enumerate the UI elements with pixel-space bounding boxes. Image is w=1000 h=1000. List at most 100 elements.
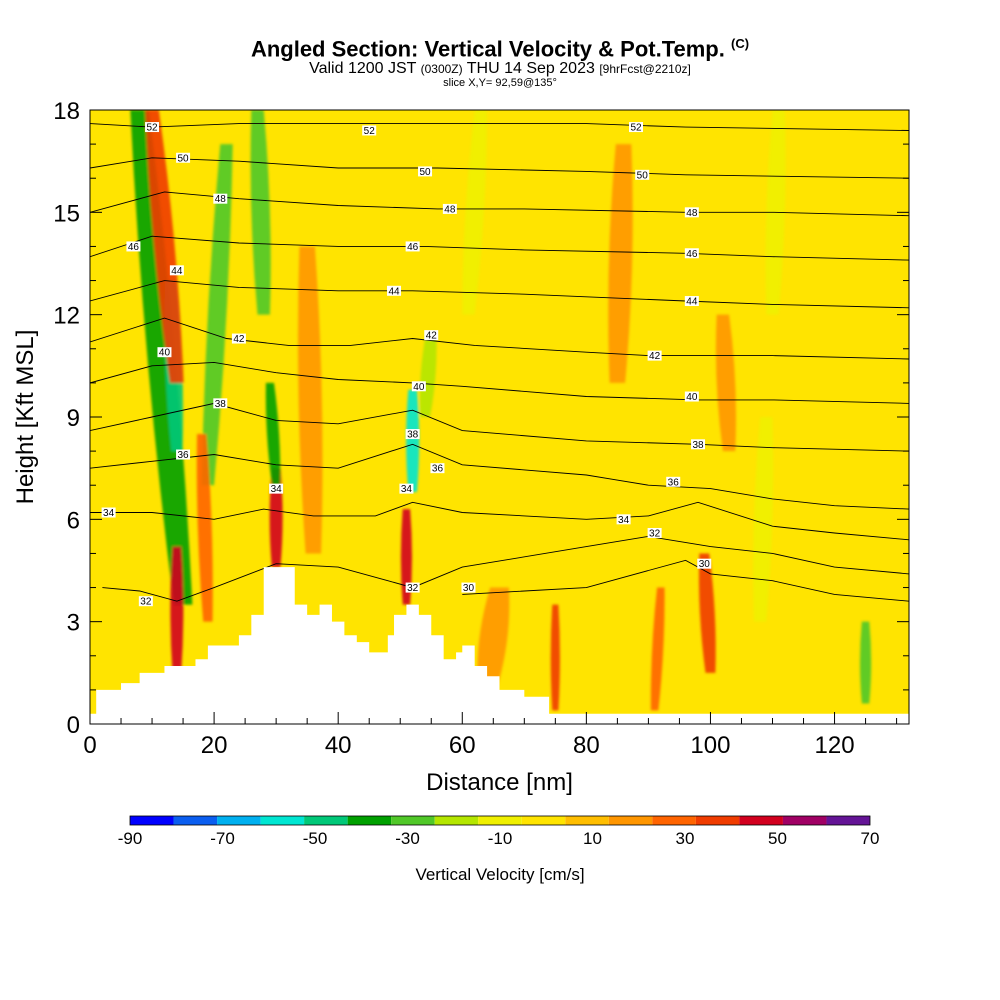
contour-label-bg: [213, 398, 228, 409]
y-tick-label: 6: [67, 507, 80, 534]
y-axis-label: Height [Kft MSL]: [12, 330, 39, 505]
contour-label: 30: [699, 559, 711, 570]
contour-label: 46: [128, 242, 140, 253]
colorbar-swatch: [521, 816, 566, 825]
contour-label-bg: [126, 241, 141, 252]
contour-label-bg: [430, 463, 445, 474]
contour-label-bg: [405, 429, 420, 440]
contour-label: 46: [686, 249, 698, 260]
plot-area: 52 52 52 50 50 50 48 48 48 46 46 46 44 44 44 42 42 42 40 40…: [90, 110, 909, 724]
colorbar-tick-label: -90: [118, 829, 143, 848]
contour-label: 42: [649, 351, 661, 362]
contour-label-bg: [684, 248, 699, 259]
contour-label-bg: [405, 241, 420, 252]
colorbar-label: Vertical Velocity [cm/s]: [415, 865, 584, 884]
colorbar-frame: [129, 815, 871, 826]
contour-label-bg: [461, 582, 476, 593]
contour-label-bg: [691, 439, 706, 450]
theta-contour-36: [90, 443, 909, 510]
colorbar-tick-label: 30: [676, 829, 695, 848]
colorbar-swatch: [347, 816, 392, 825]
theta-contour-38: [90, 402, 909, 452]
colorbar: -90 -70 -50 -30 -10 10 30 50 70 Vertical Velocity…: [118, 815, 880, 884]
contour-label-bg: [169, 265, 184, 276]
x-tick-label: 0: [83, 732, 96, 759]
x-tick-label: 120: [815, 732, 855, 759]
colorbar-tick-label: 70: [861, 829, 880, 848]
colorbar-swatch: [739, 816, 783, 825]
colorbar-swatch: [652, 816, 696, 825]
colorbar-swatch: [695, 816, 740, 825]
y-tick-label: 15: [53, 200, 80, 227]
theta-contour-34: [90, 501, 909, 541]
colorbar-swatch: [478, 816, 522, 825]
contour-label-bg: [647, 350, 662, 361]
contour-label-bg: [684, 207, 699, 218]
contour-label-bg: [269, 483, 284, 494]
chart-title: Angled Section: Vertical Velocity & Pot.…: [0, 36, 1000, 62]
velocity-cell: [715, 314, 737, 452]
colorbar-tick-label: -10: [488, 829, 513, 848]
y-tick-label: 0: [67, 712, 80, 739]
contour-label: 34: [271, 484, 283, 495]
contour-label-bg: [231, 333, 246, 344]
contour-label: 52: [630, 123, 642, 134]
velocity-cell: [298, 246, 323, 554]
contour-labels: 52 52 52 50 50 50 48 48 48 46 46 46 44 44 44 42 42 42 40 40…: [101, 122, 712, 608]
contour-label-bg: [442, 203, 457, 214]
velocity-cell: [608, 144, 633, 383]
contour-label: 46: [407, 242, 419, 253]
contour-label: 38: [692, 440, 704, 451]
contour-label-bg: [629, 122, 643, 133]
contour-label-bg: [213, 193, 228, 204]
colorbar-tick-label: 50: [768, 829, 787, 848]
colorbar-swatch: [826, 816, 870, 825]
velocity-cell: [462, 110, 488, 315]
velocity-cell: [196, 434, 213, 622]
theta-contour-42: [90, 317, 909, 360]
x-tick-label: 20: [201, 732, 228, 759]
colorbar-swatch: [217, 816, 261, 825]
theta-contours: [90, 123, 909, 602]
theta-contour-46: [90, 235, 909, 261]
y-tick-label: 12: [53, 303, 80, 330]
contour-label: 44: [171, 266, 183, 277]
contour-label: 38: [407, 430, 419, 441]
contour-label-bg: [411, 381, 426, 392]
colorbar-swatch: [608, 816, 653, 825]
contour-label: 34: [103, 508, 115, 519]
colorbar-swatch: [260, 816, 305, 825]
velocity-cell: [265, 382, 281, 486]
contour-label-bg: [697, 558, 712, 569]
contour-label: 30: [463, 583, 475, 594]
slice-info: slice X,Y= 92,59@135°: [443, 77, 557, 89]
valid-time-utc: (0300Z): [420, 62, 463, 76]
valid-date: THU 14 Sep 2023: [466, 60, 595, 77]
contour-label: 34: [618, 515, 630, 526]
contour-label-bg: [418, 166, 433, 177]
contour-label: 42: [426, 331, 438, 342]
colorbar-tick-label: -30: [395, 829, 420, 848]
contour-label: 48: [444, 204, 456, 215]
velocity-cell: [406, 389, 420, 493]
contour-label: 50: [637, 170, 649, 181]
colorbar-tick-label: -70: [210, 829, 235, 848]
contour-label: 32: [649, 528, 661, 539]
forecast-info: [9hrFcst@2210z]: [599, 62, 691, 76]
colorbar-swatch: [391, 816, 435, 825]
contour-label: 32: [140, 597, 152, 608]
velocity-cell: [201, 144, 233, 486]
contour-label: 34: [401, 484, 413, 495]
colorbar-tick-label: -50: [303, 829, 328, 848]
velocity-cell: [250, 110, 271, 315]
colorbar-swatch: [565, 816, 609, 825]
velocity-cell: [145, 110, 184, 383]
contour-label-bg: [635, 169, 650, 180]
contour-label: 52: [364, 126, 376, 137]
contour-label-bg: [138, 596, 153, 607]
contour-label: 50: [178, 153, 190, 164]
copyright-mark: (C): [731, 36, 750, 51]
velocity-cell: [130, 110, 193, 605]
